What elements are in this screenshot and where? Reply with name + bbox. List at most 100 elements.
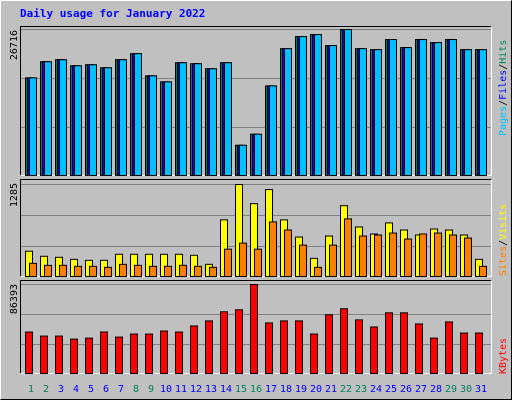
panel-edge-dark — [20, 26, 492, 176]
bar — [40, 335, 48, 375]
bar — [224, 62, 232, 176]
bar — [179, 264, 187, 278]
bar — [179, 62, 187, 176]
bar — [254, 248, 262, 278]
bar — [194, 265, 202, 277]
bar — [445, 321, 453, 374]
bar — [190, 325, 198, 375]
legend-entry: Pages — [498, 106, 509, 136]
legend: Sites/Visits — [498, 204, 509, 276]
bar — [359, 48, 367, 176]
bar — [284, 48, 292, 176]
x-tick-label: 23 — [355, 384, 367, 395]
bar — [374, 49, 382, 176]
bar — [149, 265, 157, 277]
x-tick-label: 8 — [133, 384, 139, 395]
chart-title: Daily usage for January 2022 — [20, 7, 205, 20]
x-tick-label: 27 — [415, 384, 427, 395]
bar — [295, 320, 303, 374]
bar — [100, 331, 108, 374]
legend-entry: Hits — [498, 40, 509, 64]
bar — [269, 221, 277, 277]
bar — [224, 248, 232, 278]
bar — [250, 284, 258, 374]
bar — [340, 308, 348, 375]
legend-entry: KBytes — [498, 338, 509, 374]
bar — [389, 232, 397, 278]
bar — [104, 266, 112, 278]
bar — [74, 65, 82, 176]
bar — [449, 234, 457, 278]
bar — [209, 266, 217, 278]
bar — [160, 330, 168, 374]
bar — [29, 262, 37, 278]
bar — [400, 312, 408, 374]
x-tick-label: 14 — [220, 384, 232, 395]
x-tick-label: 29 — [445, 384, 457, 395]
bar — [194, 63, 202, 176]
x-tick-label: 30 — [460, 384, 472, 395]
x-tick-label: 15 — [235, 384, 247, 395]
x-tick-label: 17 — [265, 384, 277, 395]
bar — [479, 265, 487, 277]
bar — [235, 309, 243, 375]
x-tick-label: 19 — [295, 384, 307, 395]
panel-edge-dark — [20, 280, 492, 374]
x-tick-label: 12 — [190, 384, 202, 395]
x-tick-label: 10 — [160, 384, 172, 395]
legend-entry: Sites — [498, 246, 509, 276]
bar — [434, 232, 442, 278]
legend-separator: / — [498, 100, 509, 106]
x-tick-label: 5 — [88, 384, 94, 395]
bar — [299, 244, 307, 278]
bar — [89, 265, 97, 277]
x-tick-label: 24 — [370, 384, 382, 395]
bar — [280, 320, 288, 374]
bar — [475, 332, 483, 374]
bar — [134, 264, 142, 278]
x-tick-label: 3 — [58, 384, 64, 395]
legend-entry: Visits — [498, 204, 509, 240]
bar — [344, 29, 352, 176]
bar — [370, 326, 378, 375]
x-tick-label: 28 — [430, 384, 442, 395]
x-tick-label: 20 — [310, 384, 322, 395]
x-tick-label: 18 — [280, 384, 292, 395]
bar — [25, 331, 33, 374]
x-tick-label: 16 — [250, 384, 262, 395]
bar — [269, 85, 277, 176]
x-tick-label: 13 — [205, 384, 217, 395]
bar — [85, 337, 93, 375]
bar — [359, 235, 367, 278]
bar — [175, 331, 183, 374]
legend: Pages/Files/Hits — [498, 40, 509, 136]
bar — [239, 144, 247, 176]
bar — [325, 314, 333, 374]
bar — [59, 264, 67, 278]
bar — [29, 77, 37, 176]
bar — [314, 266, 322, 278]
bar — [104, 67, 112, 176]
bar — [464, 237, 472, 278]
bar — [209, 68, 217, 176]
bar — [115, 336, 123, 375]
x-tick-label: 1 — [28, 384, 34, 395]
bar — [220, 311, 228, 375]
bar — [430, 337, 438, 375]
bar — [59, 59, 67, 176]
bar — [434, 42, 442, 176]
panel-edge-dark — [20, 179, 492, 277]
bar — [344, 218, 352, 277]
legend-entry: Files — [498, 70, 509, 100]
x-tick-label: 6 — [103, 384, 109, 395]
legend-separator: / — [498, 64, 509, 70]
x-tick-label: 2 — [43, 384, 49, 395]
bar — [164, 81, 172, 176]
x-tick-label: 22 — [340, 384, 352, 395]
bar — [74, 265, 82, 277]
x-tick-label: 21 — [325, 384, 337, 395]
bar — [119, 263, 127, 277]
bar — [265, 322, 273, 374]
